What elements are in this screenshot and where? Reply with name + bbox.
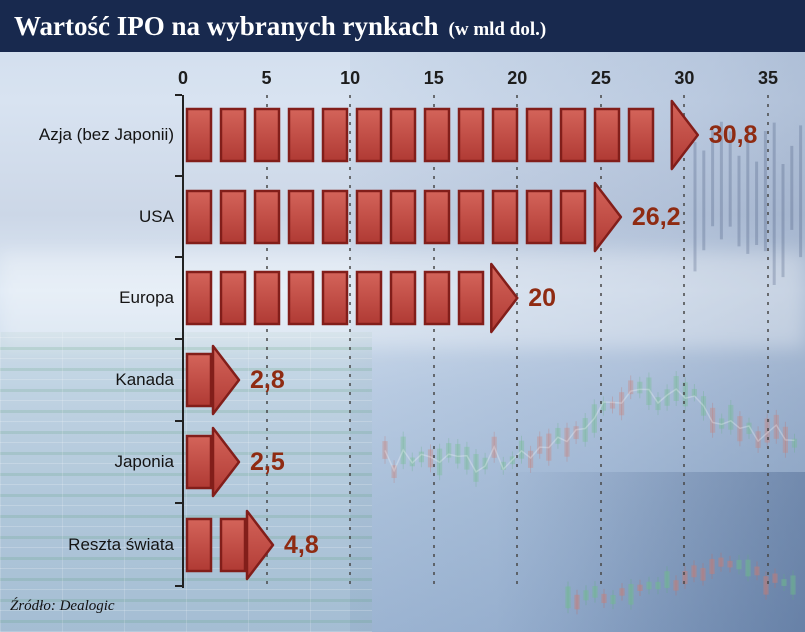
bar-segment [355,189,383,245]
bar-segment [287,107,315,163]
bar-arrowhead [670,99,700,171]
bar-segment [219,107,247,163]
bar-segment [287,270,315,326]
bar [185,181,623,253]
bar-segment [253,107,281,163]
x-axis-tick-label: 20 [507,68,528,88]
chart-title: Wartość IPO na wybranych rynkach [14,11,439,41]
bar-arrowhead [211,344,241,416]
category-label: Japonia [114,452,174,471]
x-axis-tick-label: 10 [340,68,361,88]
gridline [599,95,602,588]
bar-arrowhead [593,181,623,253]
bar-segment [185,107,213,163]
bar-segment [457,189,485,245]
bar [185,426,241,498]
chart-title-bar: Wartość IPO na wybranych rynkach (w mld … [0,0,805,52]
bar-segment [185,270,213,326]
bar-segment [423,107,451,163]
y-axis-tick [175,94,182,96]
bar [185,344,241,416]
bar [185,99,700,171]
category-label: Europa [119,288,174,307]
bar-segment [287,189,315,245]
bar-segment [593,107,621,163]
gridline [265,95,268,588]
bar-segment [185,352,213,408]
bar-segment [423,189,451,245]
value-label: 4,8 [284,531,319,559]
category-label: Reszta świata [68,535,174,554]
value-label: 2,8 [250,366,285,394]
x-axis-tick-label: 25 [590,68,611,88]
category-label: Kanada [115,370,174,389]
bar-segment [219,517,247,573]
bar-segment [355,107,383,163]
x-axis-tick-label: 15 [423,68,444,88]
gridline [349,95,352,588]
bar-segment [389,107,417,163]
bar-segment [525,107,553,163]
y-axis-line [182,95,184,588]
bar-segment [321,107,349,163]
bar-segment [457,270,485,326]
bar-segment [355,270,383,326]
gridline [516,95,519,588]
bar-segment [491,107,519,163]
bar-segment [185,517,213,573]
bar-segment [185,434,213,490]
bar-segment [559,189,587,245]
background-dark-corner [495,472,805,632]
y-axis-tick [175,175,182,177]
bar-segment [253,189,281,245]
x-axis-tick-label: 30 [674,68,695,88]
gridline [683,95,686,588]
bar-arrowhead [490,262,519,334]
x-axis-tick-label: 35 [757,68,779,88]
bar-segment [253,270,281,326]
source-note: Źródło: Dealogic [10,598,115,614]
x-axis-tick-label: 0 [177,68,188,88]
bar [185,509,275,581]
y-axis-tick [175,256,182,258]
bar-segment [423,270,451,326]
y-axis-tick [175,420,182,422]
y-axis-tick [175,502,182,504]
bar-arrowhead [245,509,275,581]
bar-segment [627,107,655,163]
bar-segment [457,107,485,163]
gridline [432,95,435,588]
y-axis-tick [175,338,182,340]
bar-segment [321,189,349,245]
value-label: 2,5 [250,448,285,476]
bar-segment [491,189,519,245]
gridline [767,95,769,588]
value-label: 30,8 [708,121,758,149]
chart-subtitle: (w mld dol.) [448,19,547,40]
bar-segment [219,270,247,326]
bar-segment [219,189,247,245]
y-axis-tick [175,585,182,587]
bar-segment [389,270,417,326]
bar-segment [321,270,349,326]
bar-segment [559,107,587,163]
x-axis-tick-label: 5 [261,68,272,88]
value-label: 20 [528,284,557,312]
bar-segment [525,189,553,245]
bar-arrowhead [211,426,241,498]
bar-segment [185,189,213,245]
category-label: USA [139,207,174,226]
value-label: 26,2 [631,203,681,231]
bar-segment [389,189,417,245]
category-label: Azja (bez Japonii) [38,125,174,144]
bar [185,262,519,334]
